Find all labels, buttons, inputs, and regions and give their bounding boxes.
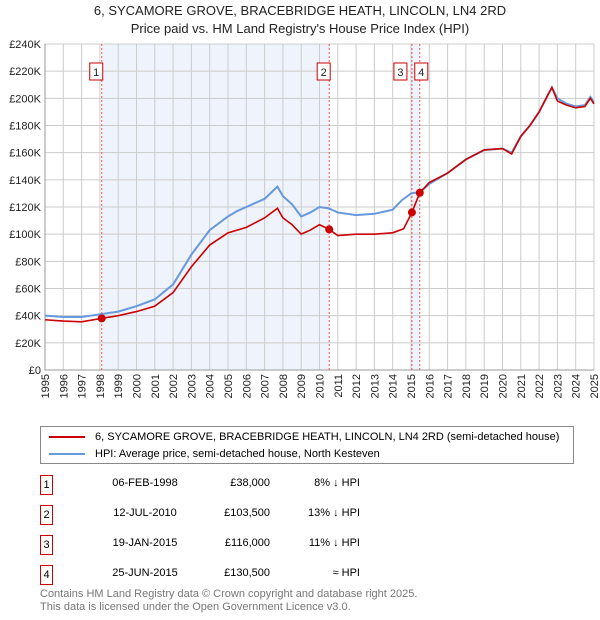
- x-tick-label: 2017: [443, 374, 455, 398]
- legend-label-hpi: HPI: Average price, semi-detached house,…: [95, 448, 380, 460]
- sale-label-2: 2: [321, 67, 327, 79]
- sale-date: 06-FEB-1998: [112, 477, 178, 489]
- sale-point-1: [97, 314, 106, 323]
- sale-date: 19-JAN-2015: [112, 537, 178, 549]
- y-tick-label: £220K: [9, 66, 41, 78]
- y-tick-label: £40K: [15, 311, 41, 323]
- sale-hpi-relation: 13% ↓ HPI: [308, 507, 360, 519]
- legend-swatch-hpi: [49, 453, 85, 455]
- price-chart: 1995 1996 1997 1998 1999 2000 2001 2002 2003 2004…: [9, 39, 600, 398]
- sale-row: 3 19-JAN-2015 £116,000 11% ↓ HPI: [40, 535, 600, 555]
- x-tick-label: 2016: [424, 374, 436, 398]
- sale-label-1: 1: [93, 67, 99, 79]
- x-tick-label: 2015: [406, 374, 418, 398]
- y-tick-label: £120K: [9, 202, 41, 214]
- x-tick-label: 2023: [552, 374, 564, 398]
- sale-number: 2: [40, 505, 53, 525]
- y-tick-label: £60K: [15, 284, 41, 296]
- x-tick-label: 1996: [58, 374, 70, 398]
- x-tick-label: 2005: [223, 374, 235, 398]
- sale-label-box-4: [414, 62, 429, 81]
- x-tick-label: 2009: [296, 374, 308, 398]
- sale-date: 25-JUN-2015: [112, 567, 178, 579]
- sale-row: 4 25-JUN-2015 £130,500 ≈ HPI: [40, 565, 600, 585]
- sale-label-box-1: [89, 62, 104, 81]
- sale-price: £38,000: [230, 477, 270, 489]
- x-tick-label: 2001: [150, 374, 162, 398]
- x-tick-label: 1997: [77, 374, 89, 398]
- sale-hpi-relation: 11% ↓ HPI: [308, 537, 360, 549]
- sale-point-3: [407, 208, 416, 217]
- x-tick-label: 2011: [333, 374, 345, 398]
- x-tick-label: 2004: [205, 374, 217, 398]
- x-tick-label: 2007: [260, 374, 272, 398]
- sale-price: £130,500: [224, 567, 270, 579]
- sale-point-4: [415, 188, 424, 197]
- x-tick-label: 2008: [278, 374, 290, 398]
- y-tick-label: £140K: [9, 175, 41, 187]
- footer: Contains HM Land Registry data © Crown c…: [40, 588, 417, 614]
- x-tick-label: 2018: [461, 374, 473, 398]
- sale-number: 3: [40, 535, 53, 555]
- chart-subtitle: Price paid vs. HM Land Registry's House …: [130, 21, 470, 36]
- legend-hpi: HPI: Average price, semi-detached house,…: [49, 446, 380, 462]
- x-tick-label: 2024: [571, 374, 583, 398]
- x-tick-label: 2006: [241, 374, 253, 398]
- y-tick-label: £180K: [9, 121, 41, 133]
- x-tick-label: 1995: [40, 374, 52, 398]
- sale-number: 1: [40, 475, 53, 495]
- y-tick-label: £100K: [9, 229, 41, 241]
- x-tick-label: 2010: [315, 374, 327, 398]
- x-tick-label: 2022: [534, 374, 546, 398]
- x-tick-label: 2014: [388, 374, 400, 398]
- x-tick-label: 2021: [516, 374, 528, 398]
- x-tick-label: 2013: [369, 374, 381, 398]
- sale-hpi-relation: 8% ↓ HPI: [314, 477, 360, 489]
- property-line: [44, 85, 595, 323]
- x-tick-label: 2003: [186, 374, 198, 398]
- sale-point-2: [325, 225, 334, 234]
- sale-row: 2 12-JUL-2010 £103,500 13% ↓ HPI: [40, 505, 600, 525]
- sale-date: 12-JUL-2010: [113, 507, 177, 519]
- x-tick-label: 2019: [479, 374, 491, 398]
- legend-swatch-property: [49, 436, 85, 438]
- sale-price: £103,500: [224, 507, 270, 519]
- sale-hpi-relation: ≈ HPI: [332, 567, 360, 579]
- y-tick-label: £20K: [15, 338, 41, 350]
- x-tick-label: 2020: [498, 374, 510, 398]
- footer-line1: Contains HM Land Registry data © Crown c…: [40, 588, 418, 600]
- x-tick-label: 2025: [589, 374, 600, 398]
- legend-label-property: 6, SYCAMORE GROVE, BRACEBRIDGE HEATH, LI…: [95, 431, 560, 443]
- sale-label-box-3: [393, 62, 408, 81]
- x-tick-label: 1999: [113, 374, 125, 398]
- sale-label-4: 4: [418, 67, 424, 79]
- y-tick-label: £200K: [9, 93, 41, 105]
- legend: 6, SYCAMORE GROVE, BRACEBRIDGE HEATH, LI…: [40, 426, 574, 464]
- y-tick-label: £80K: [15, 256, 41, 268]
- y-tick-label: £0: [29, 365, 41, 377]
- sale-price: £116,000: [224, 537, 270, 549]
- x-tick-label: 2000: [132, 374, 144, 398]
- x-tick-label: 2012: [351, 374, 363, 398]
- sale-row: 1 06-FEB-1998 £38,000 8% ↓ HPI: [40, 475, 600, 495]
- sale-label-box-2: [316, 62, 331, 81]
- sale-label-3: 3: [397, 67, 403, 79]
- footer-line2: This data is licensed under the Open Gov…: [40, 601, 351, 613]
- x-tick-label: 1998: [95, 374, 107, 398]
- legend-property: 6, SYCAMORE GROVE, BRACEBRIDGE HEATH, LI…: [49, 429, 559, 445]
- y-tick-label: £160K: [9, 148, 41, 160]
- y-tick-label: £240K: [9, 39, 41, 51]
- chart-title: 6, SYCAMORE GROVE, BRACEBRIDGE HEATH, LI…: [93, 3, 507, 18]
- x-tick-label: 2002: [168, 374, 180, 398]
- sale-number: 4: [40, 565, 53, 585]
